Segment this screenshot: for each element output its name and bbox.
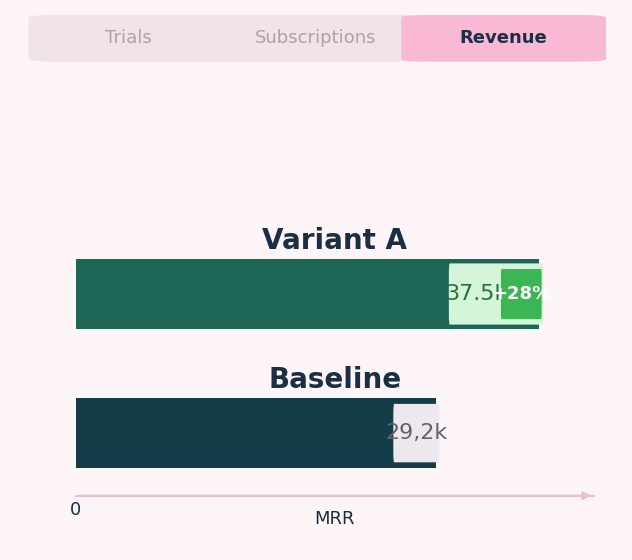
Text: +28%: +28% [492,285,550,303]
Text: Subscriptions: Subscriptions [255,29,377,47]
Text: Variant A: Variant A [262,227,408,255]
Bar [76,259,538,329]
FancyBboxPatch shape [393,404,439,463]
Bar [76,398,436,468]
Text: Trials: Trials [105,29,152,47]
Text: MRR: MRR [315,510,355,528]
FancyBboxPatch shape [449,263,543,325]
FancyBboxPatch shape [501,269,542,319]
Text: 37.5k: 37.5k [446,284,508,304]
Text: Revenue: Revenue [460,29,547,47]
FancyBboxPatch shape [197,15,435,62]
Text: Baseline: Baseline [269,366,401,394]
FancyBboxPatch shape [29,15,228,62]
Text: 29,2k: 29,2k [386,423,447,443]
FancyBboxPatch shape [401,15,606,62]
